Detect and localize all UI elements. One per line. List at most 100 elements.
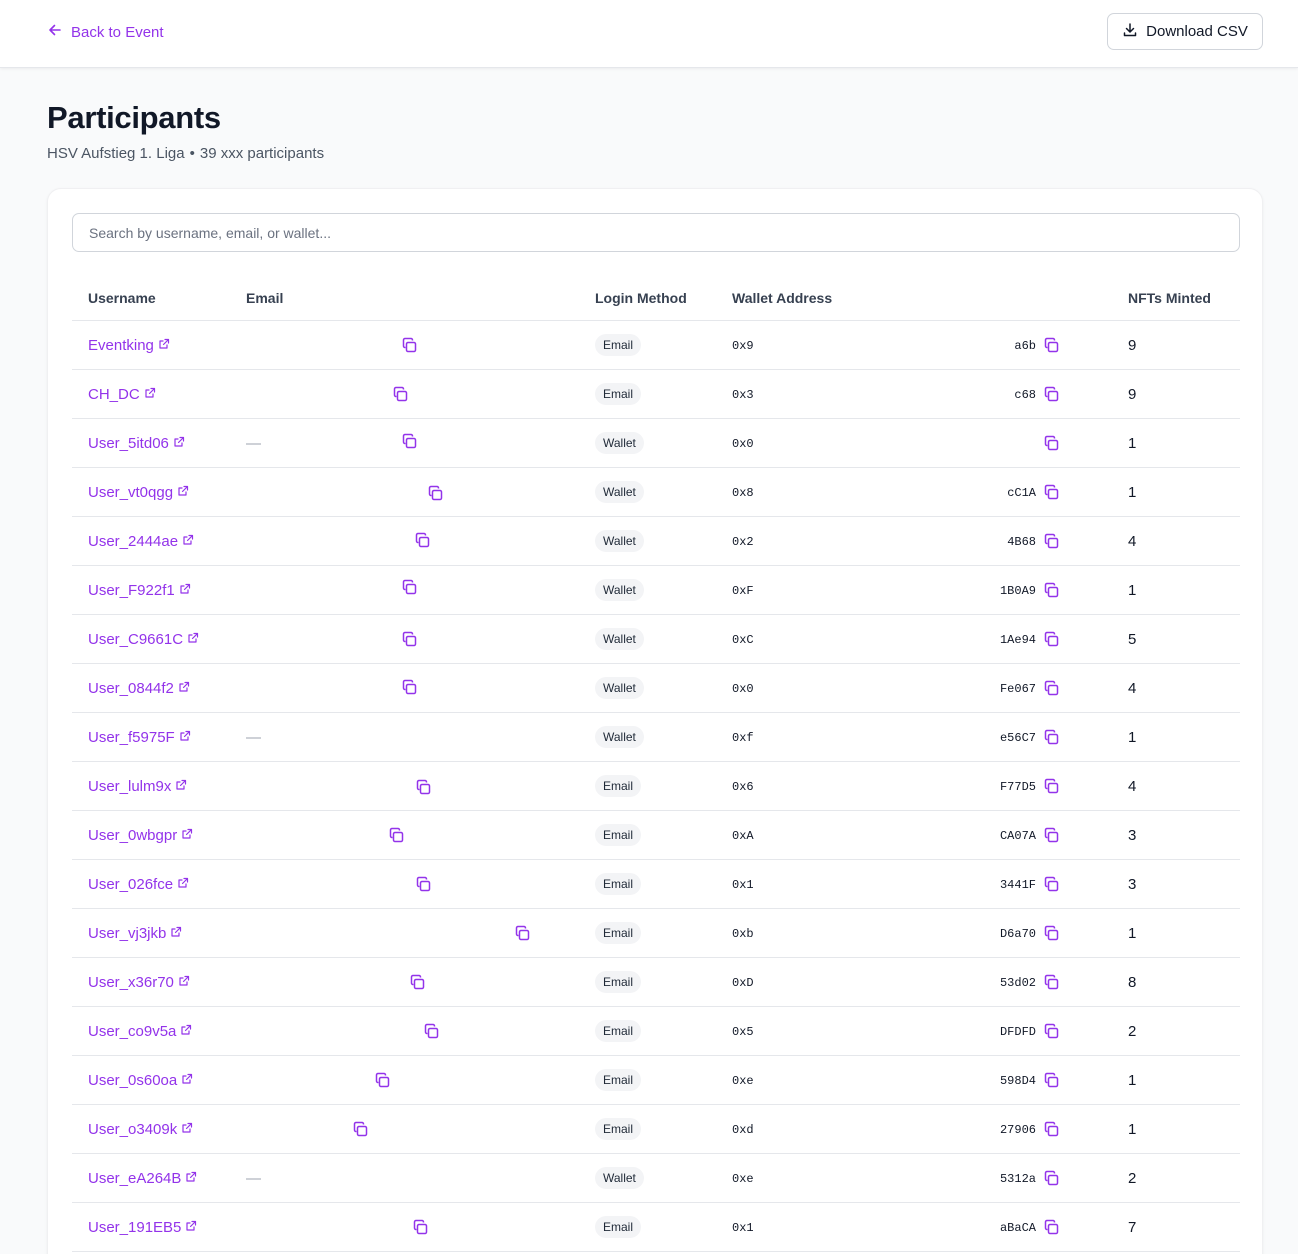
copy-wallet-icon[interactable] xyxy=(1043,582,1060,599)
username-link[interactable]: User_C9661C xyxy=(88,615,199,664)
username-text: User_vj3jkb xyxy=(88,925,167,942)
copy-wallet-icon[interactable] xyxy=(1043,1219,1060,1236)
copy-email-icon[interactable] xyxy=(409,974,426,991)
copy-wallet-icon[interactable] xyxy=(1043,974,1060,991)
wallet-address-start: 0x0 xyxy=(732,681,754,696)
login-method-badge: Email xyxy=(595,1118,642,1140)
username-link[interactable]: User_lulm9x xyxy=(88,762,187,811)
copy-wallet-icon[interactable] xyxy=(1043,1121,1060,1138)
username-link[interactable]: User_co9v5a xyxy=(88,1007,192,1056)
copy-wallet-icon[interactable] xyxy=(1043,1023,1060,1040)
username-link[interactable]: User_0s60oa xyxy=(88,1056,193,1105)
copy-wallet-icon[interactable] xyxy=(1043,1072,1060,1089)
wallet-address-end: 3441F xyxy=(999,877,1036,892)
external-link-icon xyxy=(181,1121,193,1138)
column-header-username[interactable]: Username xyxy=(88,290,156,306)
copy-email-icon[interactable] xyxy=(401,679,418,696)
copy-email-icon[interactable] xyxy=(401,579,418,596)
copy-email-icon[interactable] xyxy=(412,1219,429,1236)
wallet-address-start: 0xC xyxy=(732,632,754,647)
table-row: CH_DC Email 0x3 c68 9 xyxy=(72,370,1240,419)
copy-email-icon[interactable] xyxy=(423,1023,440,1040)
username-link[interactable]: Eventking xyxy=(88,321,170,370)
username-link[interactable]: User_5itd06 xyxy=(88,419,185,468)
username-link[interactable]: User_vt0qgg xyxy=(88,468,189,517)
wallet-address-start: 0xe xyxy=(732,1073,754,1088)
wallet-address-end: DFDFD xyxy=(999,1024,1036,1039)
copy-wallet-icon[interactable] xyxy=(1043,925,1060,942)
wallet-address-end: 598D4 xyxy=(999,1073,1036,1088)
username-text: User_o3409k xyxy=(88,1121,178,1138)
copy-wallet-icon[interactable] xyxy=(1043,680,1060,697)
copy-wallet-icon[interactable] xyxy=(1043,827,1060,844)
username-link[interactable]: User_x36r70 xyxy=(88,958,190,1007)
copy-email-icon[interactable] xyxy=(415,876,432,893)
wallet-address-start: 0x8 xyxy=(732,485,754,500)
column-header-wallet-address[interactable]: Wallet Address xyxy=(732,290,833,306)
copy-wallet-icon[interactable] xyxy=(1043,1170,1060,1187)
username-link[interactable]: CH_DC xyxy=(88,370,156,419)
username-text: User_lulm9x xyxy=(88,778,172,795)
copy-email-icon[interactable] xyxy=(414,532,431,549)
column-header-nfts-minted[interactable]: NFTs Minted xyxy=(1128,290,1211,306)
search-input[interactable] xyxy=(72,213,1240,252)
copy-email-icon[interactable] xyxy=(401,433,418,450)
email-empty: — xyxy=(246,1170,261,1187)
column-header-login-method[interactable]: Login Method xyxy=(595,290,687,306)
wallet-address-start: 0x2 xyxy=(732,534,754,549)
copy-wallet-icon[interactable] xyxy=(1043,631,1060,648)
copy-email-icon[interactable] xyxy=(514,925,531,942)
username-link[interactable]: User_0wbgpr xyxy=(88,811,193,860)
username-link[interactable]: User_0844f2 xyxy=(88,664,190,713)
copy-email-icon[interactable] xyxy=(401,337,418,354)
external-link-icon xyxy=(178,680,190,697)
copy-wallet-icon[interactable] xyxy=(1043,435,1060,452)
copy-wallet-icon[interactable] xyxy=(1043,729,1060,746)
username-link[interactable]: User_f5975F xyxy=(88,713,191,762)
copy-email-icon[interactable] xyxy=(401,631,418,648)
login-method-badge: Wallet xyxy=(595,432,644,454)
copy-wallet-icon[interactable] xyxy=(1043,484,1060,501)
username-link[interactable]: User_o3409k xyxy=(88,1105,193,1154)
wallet-address-start: 0x9 xyxy=(732,338,754,353)
wallet-address-start: 0xf xyxy=(732,730,754,745)
copy-wallet-icon[interactable] xyxy=(1043,533,1060,550)
username-text: Eventking xyxy=(88,337,154,354)
download-icon xyxy=(1122,22,1138,42)
copy-email-icon[interactable] xyxy=(392,386,409,403)
copy-wallet-icon[interactable] xyxy=(1043,386,1060,403)
nfts-minted-count: 3 xyxy=(1128,876,1137,893)
username-link[interactable]: User_026fce xyxy=(88,860,189,909)
username-text: User_5itd06 xyxy=(88,435,169,452)
copy-email-icon[interactable] xyxy=(427,485,444,502)
username-link[interactable]: User_2444ae xyxy=(88,517,194,566)
copy-wallet-icon[interactable] xyxy=(1043,337,1060,354)
table-row: User_0844f2 Wallet 0x0 Fe067 4 xyxy=(72,664,1240,713)
username-text: User_191EB5 xyxy=(88,1219,182,1236)
username-link[interactable]: User_eA264B xyxy=(88,1154,197,1203)
copy-email-icon[interactable] xyxy=(352,1121,369,1138)
external-link-icon xyxy=(173,435,185,452)
login-method-badge: Email xyxy=(595,334,642,356)
username-text: User_0wbgpr xyxy=(88,827,178,844)
external-link-icon xyxy=(177,876,189,893)
copy-email-icon[interactable] xyxy=(415,779,432,796)
copy-email-icon[interactable] xyxy=(388,827,405,844)
copy-wallet-icon[interactable] xyxy=(1043,778,1060,795)
back-to-event-link[interactable]: Back to Event xyxy=(47,22,164,42)
copy-wallet-icon[interactable] xyxy=(1043,876,1060,893)
column-header-email[interactable]: Email xyxy=(246,290,284,306)
wallet-address-end: a6b xyxy=(1014,338,1036,353)
nfts-minted-count: 2 xyxy=(1128,1170,1137,1187)
external-link-icon xyxy=(170,925,182,942)
username-link[interactable]: User_191EB5 xyxy=(88,1203,197,1252)
username-link[interactable]: User_vj3jkb xyxy=(88,909,182,958)
table-row: User_o3409k Email 0xd 27906 1 xyxy=(72,1105,1240,1154)
copy-email-icon[interactable] xyxy=(374,1072,391,1089)
page-subtitle: HSV Aufstieg 1. Liga • 39 xxx participants xyxy=(47,145,324,162)
username-link[interactable]: User_F922f1 xyxy=(88,566,191,615)
table-row: User_0s60oa Email 0xe 598D4 1 xyxy=(72,1056,1240,1105)
table-row: User_vt0qgg Wallet 0x8 cC1A 1 xyxy=(72,468,1240,517)
download-csv-button[interactable]: Download CSV xyxy=(1107,13,1263,50)
external-link-icon xyxy=(180,1023,192,1040)
